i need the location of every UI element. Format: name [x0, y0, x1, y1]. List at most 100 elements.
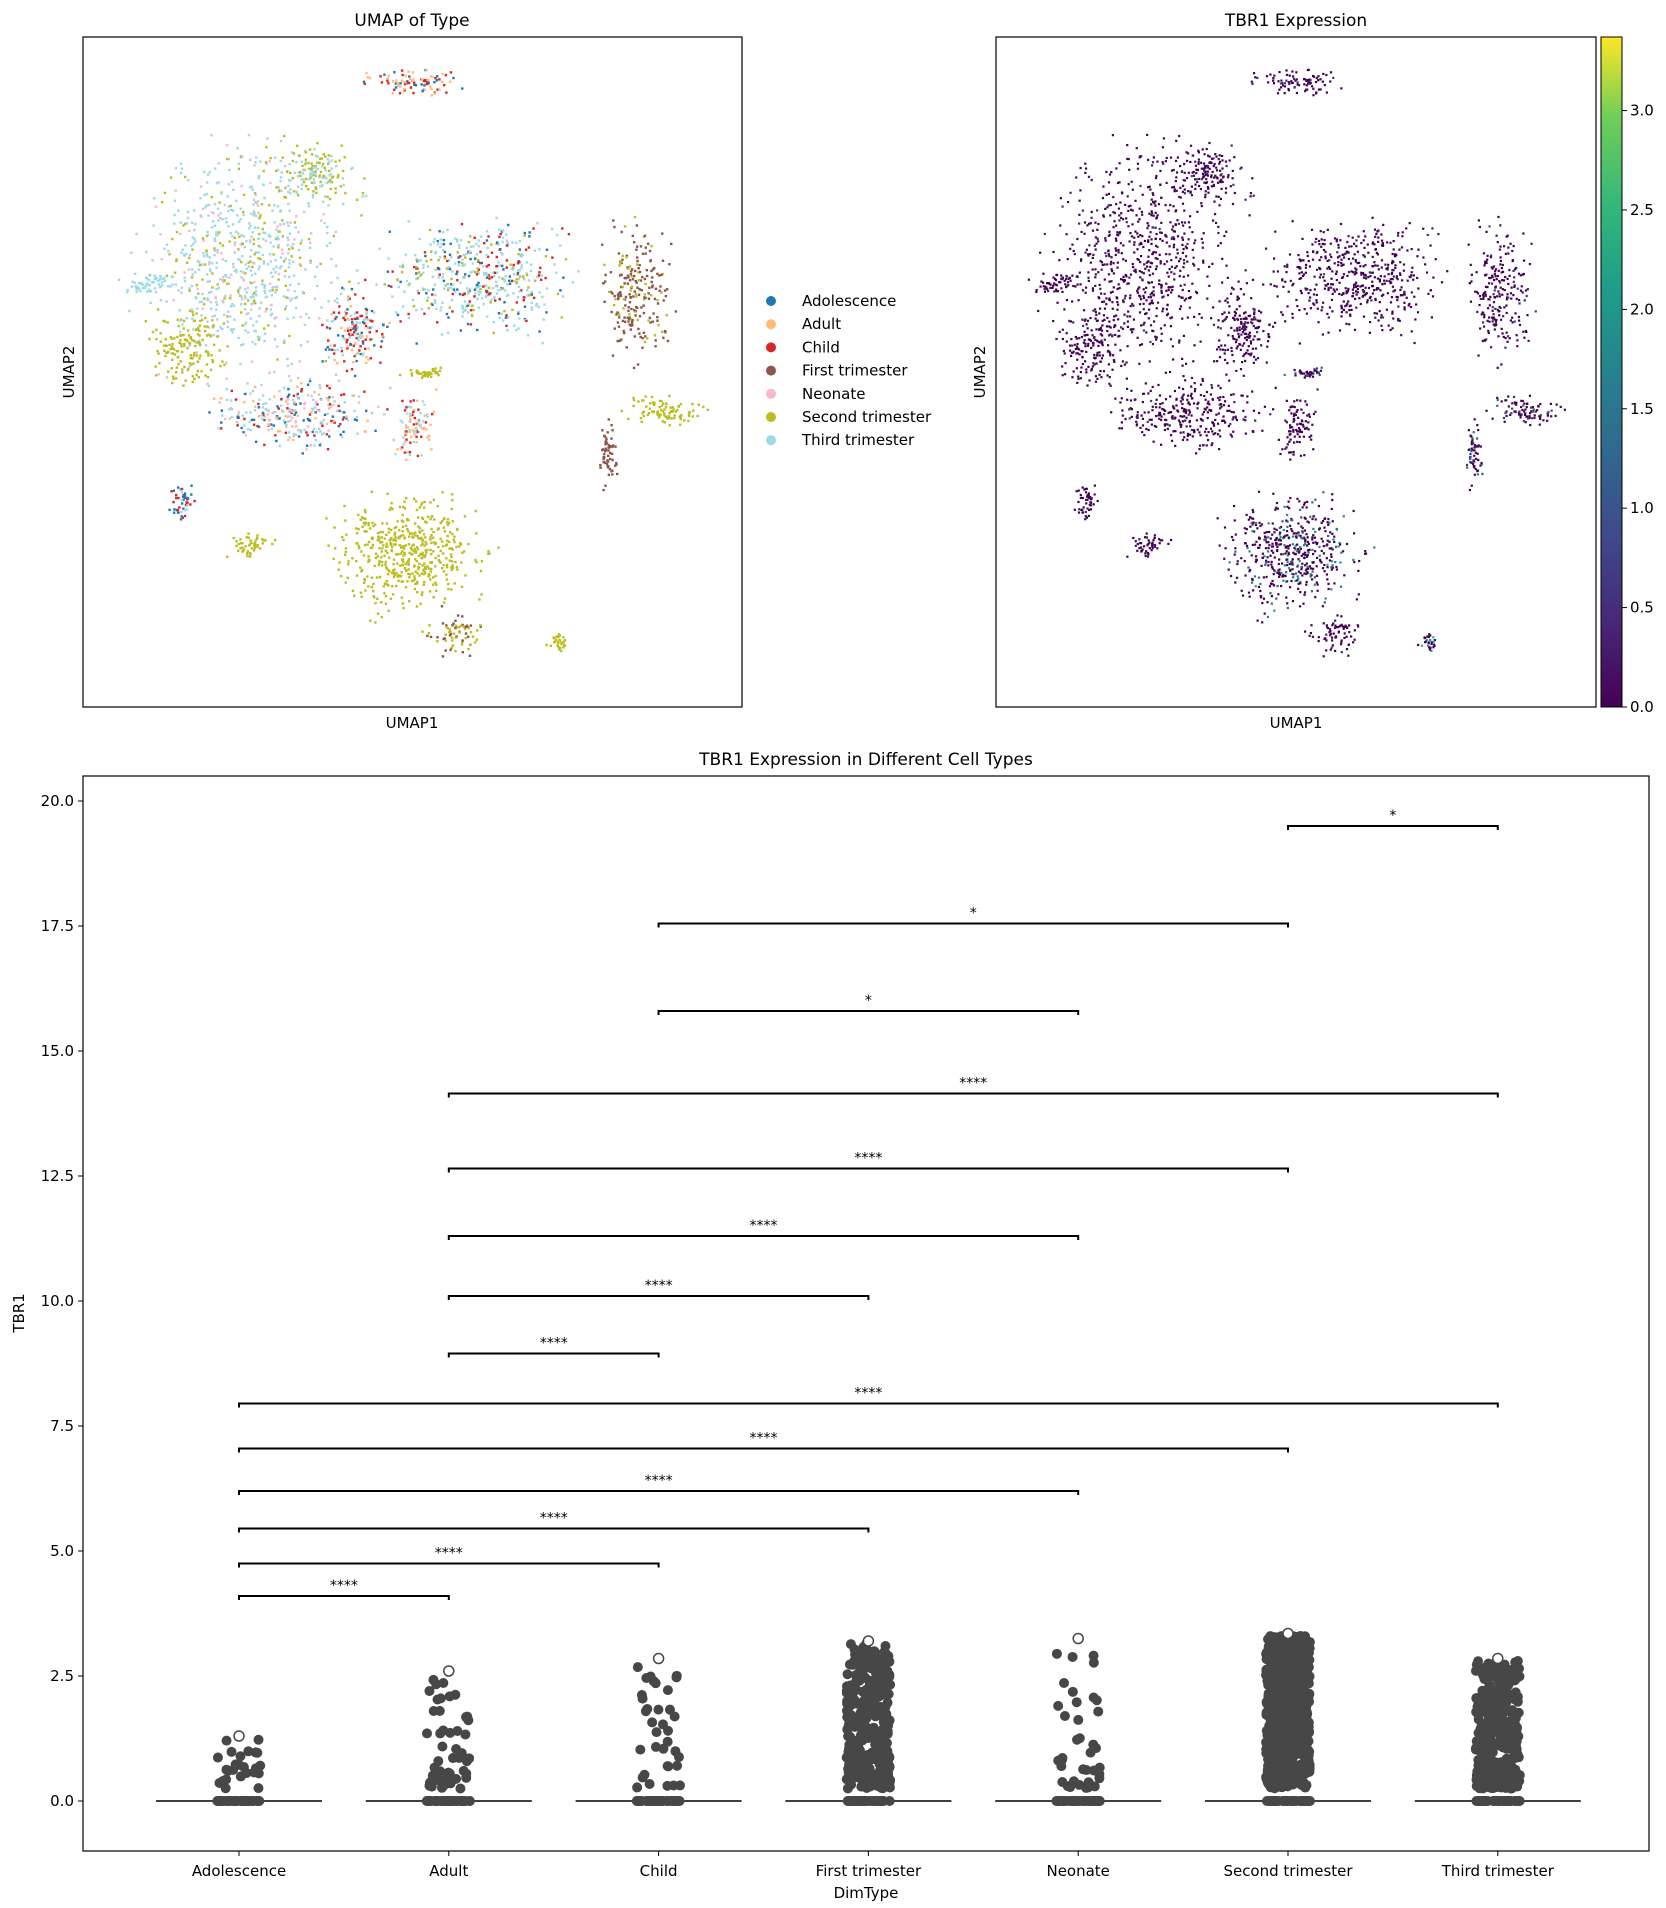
umap-point: [313, 444, 316, 447]
umap-point: [401, 564, 404, 567]
umap-point: [298, 170, 302, 174]
umap-point: [558, 634, 562, 637]
umap-point: [410, 374, 414, 377]
umap-point: [492, 296, 495, 300]
umap-expr-point: [1083, 232, 1086, 235]
umap-expr-point: [1239, 348, 1242, 351]
umap-point: [188, 229, 191, 232]
umap-point: [306, 434, 309, 437]
umap-point: [517, 252, 520, 256]
umap-expr-point: [1183, 232, 1186, 235]
umap-expr-point: [1391, 312, 1394, 315]
umap-expr-point: [1124, 259, 1128, 262]
umap-expr-point: [1282, 285, 1285, 288]
umap-point: [319, 386, 322, 389]
umap-point: [376, 612, 380, 615]
umap-point: [231, 408, 234, 411]
umap-expr-point: [1377, 268, 1380, 271]
umap-point: [319, 442, 322, 445]
umap-expr-point: [1380, 233, 1383, 236]
umap-point: [606, 431, 609, 434]
umap-point: [133, 281, 136, 285]
umap-point: [635, 281, 638, 284]
umap-point: [516, 262, 520, 265]
umap-point: [398, 544, 401, 547]
umap-expr-point: [1249, 195, 1252, 198]
umap-point: [366, 327, 370, 330]
umap-point: [401, 263, 405, 267]
umap-point: [337, 173, 340, 177]
umap-point: [343, 553, 347, 556]
umap-point: [647, 411, 651, 415]
umap-point: [451, 532, 454, 536]
umap-point: [287, 184, 290, 188]
umap-expr-point: [1383, 275, 1386, 278]
umap-expr-point: [1225, 315, 1228, 319]
umap-point: [297, 171, 301, 174]
umap-expr-point: [1137, 287, 1140, 290]
umap-point: [302, 180, 306, 184]
umap-expr-point: [1210, 161, 1213, 165]
umap-point: [189, 503, 192, 506]
umap-expr-point: [1195, 290, 1198, 294]
umap-point: [458, 631, 461, 634]
umap-point: [180, 167, 184, 170]
umap-expr-point: [1290, 81, 1293, 85]
umap-expr-point: [1309, 289, 1312, 292]
umap-point: [616, 293, 620, 297]
umap-expr-point: [1155, 216, 1159, 219]
umap-point: [428, 85, 432, 88]
umap-point: [373, 564, 376, 568]
umap-point: [157, 373, 161, 376]
umap-expr-point: [1316, 250, 1319, 254]
umap-point: [644, 252, 647, 255]
umap-expr-point: [1202, 261, 1205, 264]
umap-expr-point: [1197, 162, 1200, 166]
umap-point: [182, 507, 185, 510]
umap-point: [258, 232, 261, 236]
umap-expr-point: [1311, 258, 1315, 261]
umap-expr-point: [1340, 304, 1343, 307]
umap-point: [417, 259, 420, 262]
umap-point: [501, 253, 504, 256]
umap-point: [328, 387, 331, 390]
umap-expr-point: [1430, 316, 1433, 319]
umap-expr-point: [1148, 360, 1151, 363]
umap-expr-point: [1219, 327, 1222, 330]
umap-expr-point: [1058, 259, 1061, 262]
umap-point: [196, 360, 200, 364]
umap-point: [454, 649, 457, 653]
umap-point: [354, 342, 357, 345]
umap-expr-point: [1392, 290, 1395, 293]
umap-point: [449, 632, 453, 636]
umap-point: [441, 491, 444, 494]
umap-point: [278, 444, 282, 448]
umap-point: [294, 421, 297, 424]
umap-expr-point: [1279, 86, 1283, 89]
umap-expr-point: [1161, 146, 1165, 149]
umap-point: [229, 304, 233, 308]
umap-expr-point: [1298, 272, 1301, 275]
umap-expr-point: [1397, 231, 1400, 235]
umap-point: [336, 176, 340, 179]
umap-point: [420, 544, 423, 547]
umap-expr-point: [1342, 292, 1345, 296]
umap-expr-point: [1327, 286, 1330, 290]
umap-expr-point: [1309, 307, 1312, 310]
umap-expr-point: [1221, 180, 1224, 184]
umap-expr-point: [1337, 261, 1340, 264]
umap-point: [388, 508, 391, 511]
umap-point: [418, 537, 422, 540]
umap-point: [401, 436, 405, 439]
umap-point: [623, 225, 627, 228]
umap-expr-point: [1356, 291, 1359, 294]
umap-point: [355, 311, 359, 314]
umap-expr-point: [1322, 248, 1326, 252]
umap-point: [336, 334, 340, 337]
umap-expr-point: [1148, 185, 1151, 188]
umap-expr-point: [1154, 176, 1158, 180]
umap-expr-point: [1175, 139, 1178, 142]
umap-expr-point: [1370, 299, 1373, 302]
umap-point: [556, 644, 559, 647]
umap-expr-point: [1149, 324, 1153, 327]
